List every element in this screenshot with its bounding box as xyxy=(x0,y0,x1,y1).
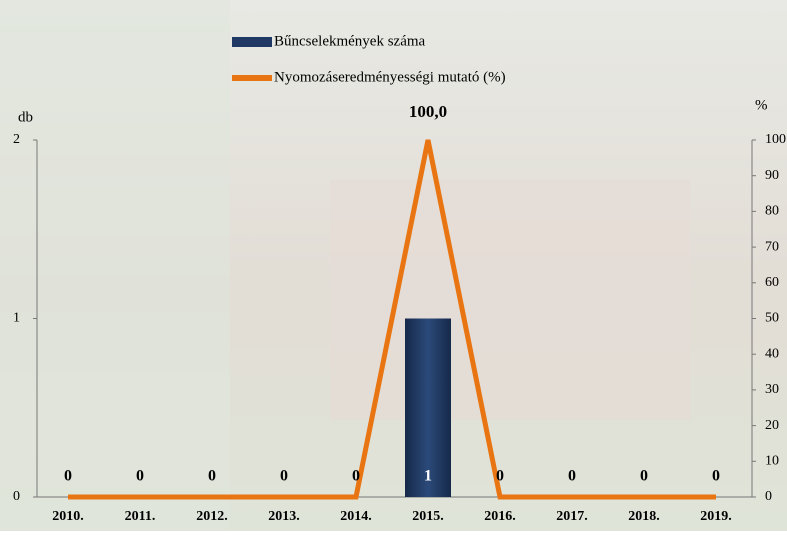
x-tick-label: 2015. xyxy=(412,509,444,524)
bar-value-label: 0 xyxy=(568,468,576,485)
y-tick-label: 0 xyxy=(13,489,20,504)
legend-label: Bűncselekmények száma xyxy=(274,33,426,49)
x-tick-label: 2013. xyxy=(268,509,300,524)
x-tick-label: 2014. xyxy=(340,509,372,524)
y2-tick-label: 50 xyxy=(765,311,779,326)
x-tick-label: 2018. xyxy=(628,509,660,524)
bar-value-label: 0 xyxy=(64,468,72,485)
bar-value-label: 0 xyxy=(352,468,360,485)
y2-axis-title: % xyxy=(755,97,768,113)
x-tick-label: 2012. xyxy=(196,509,228,524)
chart: Bűncselekmények száma Nyomozáseredményes… xyxy=(0,0,787,531)
bar-value-label: 0 xyxy=(496,468,504,485)
x-tick-label: 2011. xyxy=(125,509,156,524)
y-tick-label: 2 xyxy=(13,132,20,147)
bar-value-label: 0 xyxy=(712,468,720,485)
y2-tick-label: 100 xyxy=(765,132,786,147)
bar-value-label: 1 xyxy=(424,468,432,485)
y-tick-label: 1 xyxy=(13,311,20,326)
background-trees xyxy=(0,0,230,531)
legend-swatch-bar xyxy=(232,37,272,47)
y2-tick-label: 20 xyxy=(765,418,779,433)
x-tick-label: 2010. xyxy=(52,509,84,524)
legend-label: Nyomozáseredményességi mutató (%) xyxy=(274,69,506,85)
x-tick-label: 2017. xyxy=(556,509,588,524)
bar-value-label: 0 xyxy=(136,468,144,485)
bar-value-label: 0 xyxy=(280,468,288,485)
y2-tick-label: 60 xyxy=(765,275,779,290)
y2-tick-label: 40 xyxy=(765,346,779,361)
background-building xyxy=(330,180,690,420)
y2-tick-label: 30 xyxy=(765,382,779,397)
y2-tick-label: 10 xyxy=(765,454,779,469)
y-axis-title: db xyxy=(18,109,33,125)
y2-tick-label: 80 xyxy=(765,204,779,219)
y2-tick-label: 70 xyxy=(765,239,779,254)
x-tick-label: 2019. xyxy=(700,509,732,524)
y2-tick-label: 0 xyxy=(765,489,772,504)
x-tick-label: 2016. xyxy=(484,509,516,524)
bar-value-label: 0 xyxy=(640,468,648,485)
y2-tick-label: 90 xyxy=(765,168,779,183)
line-value-label: 100,0 xyxy=(409,102,447,121)
bar-value-label: 0 xyxy=(208,468,216,485)
